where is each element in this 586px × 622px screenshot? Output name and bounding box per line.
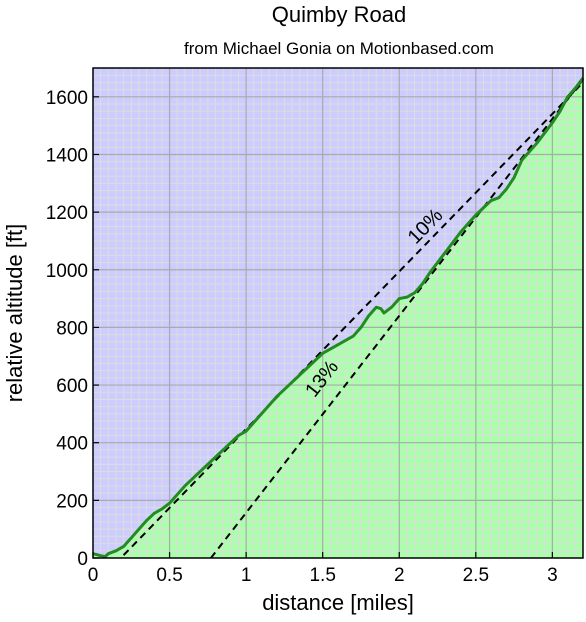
y-tick-label: 1200 xyxy=(46,203,88,224)
y-tick-label: 0 xyxy=(77,549,88,570)
x-tick-label: 2 xyxy=(394,565,405,586)
x-tick-label: 1.5 xyxy=(309,565,335,586)
y-tick-label: 1000 xyxy=(46,261,88,282)
x-tick-label: 3 xyxy=(547,565,558,586)
major-grid xyxy=(93,68,583,558)
x-tick-label: 0 xyxy=(88,565,99,586)
plot-frame xyxy=(92,67,584,559)
chart-subtitle: from Michael Gonia on Motionbased.com xyxy=(184,39,494,58)
x-tick-label: 1 xyxy=(241,565,252,586)
y-axis-label: relative altitude [ft] xyxy=(2,224,27,403)
profile-line xyxy=(92,77,585,559)
x-tick-label: 0.5 xyxy=(156,565,182,586)
reference-line-ten-percent xyxy=(122,81,584,556)
y-tick-label: 600 xyxy=(56,376,88,397)
y-tick-label: 800 xyxy=(56,318,88,339)
y-tick-label: 1400 xyxy=(46,145,88,166)
minor-grid xyxy=(93,68,583,558)
y-tick-label: 400 xyxy=(56,434,88,455)
y-tick-label: 1600 xyxy=(46,88,88,109)
x-axis-label: distance [miles] xyxy=(262,590,414,615)
y-tick-label: 200 xyxy=(56,491,88,512)
chart-title: Quimby Road xyxy=(272,2,407,27)
x-tick-label: 2.5 xyxy=(463,565,489,586)
